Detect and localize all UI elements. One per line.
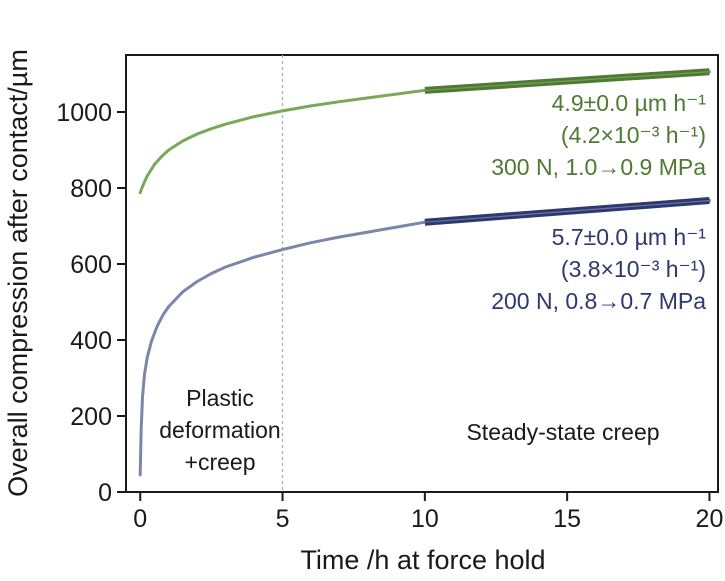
- annotation-upper-strain-rate: (4.2×10⁻³ h⁻¹): [561, 122, 706, 148]
- plot-frame-group: [125, 54, 719, 493]
- annotation-lower: 5.7±0.0 µm h⁻¹ (3.8×10⁻³ h⁻¹) 200 N, 0.8…: [491, 224, 706, 314]
- annotation-lower-strain-rate: (3.8×10⁻³ h⁻¹): [561, 256, 706, 282]
- y-tick-label-200: 200: [70, 403, 112, 431]
- annotation-lower-rate: 5.7±0.0 µm h⁻¹: [552, 224, 707, 250]
- y-tick-label-400: 400: [70, 327, 112, 355]
- plot-frame: [125, 54, 719, 493]
- y-axis-title: Overall compression after contact/µm: [3, 49, 33, 497]
- y-tick-label-0: 0: [98, 479, 112, 507]
- region-left-line2: deformation: [159, 417, 280, 443]
- annotation-upper: 4.9±0.0 µm h⁻¹ (4.2×10⁻³ h⁻¹) 300 N, 1.0…: [491, 90, 706, 180]
- fit-layer: [424, 68, 710, 226]
- x-axis-title: Time /h at force hold: [300, 545, 545, 575]
- y-tick-label-1000: 1000: [56, 99, 112, 127]
- fit-line-highlight-2: [424, 199, 710, 223]
- x-tick-label-0: 0: [133, 505, 147, 533]
- region-label-right: Steady-state creep: [466, 419, 659, 445]
- y-tick-label-600: 600: [70, 251, 112, 279]
- y-tick-label-800: 800: [70, 175, 112, 203]
- region-label-left: Plastic deformation +creep: [159, 385, 280, 475]
- x-tick-label-5: 5: [276, 505, 290, 533]
- region-left-line1: Plastic: [186, 385, 254, 411]
- fit-line-highlight-1: [424, 71, 710, 91]
- annotation-lower-load: 200 N, 0.8→0.7 MPa: [491, 288, 706, 314]
- x-tick-label-10: 10: [411, 505, 439, 533]
- region-left-line3: +creep: [185, 449, 256, 475]
- x-tick-label-15: 15: [553, 505, 581, 533]
- annotation-upper-load: 300 N, 1.0→0.9 MPa: [491, 154, 706, 180]
- annotation-upper-rate: 4.9±0.0 µm h⁻¹: [552, 90, 707, 116]
- x-tick-label-20: 20: [696, 505, 724, 533]
